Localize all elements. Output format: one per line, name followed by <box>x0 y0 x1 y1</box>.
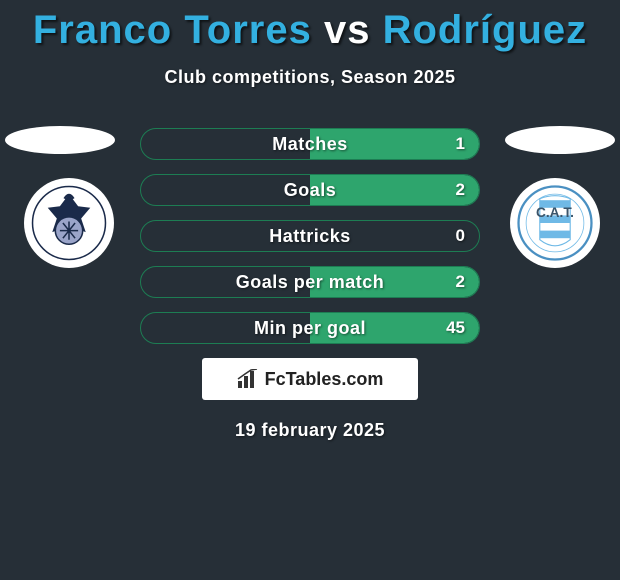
gimnasia-crest-icon <box>31 185 107 261</box>
comparison-panel: C.A.T. 1Matches 2Goals 0Hattricks 2Goals pe… <box>0 128 620 344</box>
title-player1: Franco Torres <box>33 8 312 52</box>
stat-rows: 1Matches 2Goals 0Hattricks 2Goals per match… <box>140 128 480 344</box>
stat-label: Goals <box>141 175 479 205</box>
player2-ellipse <box>505 126 615 154</box>
player2-club-crest: C.A.T. <box>510 178 600 268</box>
branding-badge: FcTables.com <box>202 358 418 400</box>
branding-text: FcTables.com <box>265 369 384 390</box>
stat-row: 1Matches <box>140 128 480 160</box>
stat-row: 2Goals <box>140 174 480 206</box>
title-vs: vs <box>324 8 371 52</box>
subtitle: Club competitions, Season 2025 <box>0 67 620 88</box>
stat-row: 2Goals per match <box>140 266 480 298</box>
title-player2: Rodríguez <box>383 8 588 52</box>
atletico-tucuman-crest-icon: C.A.T. <box>517 185 593 261</box>
stat-label: Hattricks <box>141 221 479 251</box>
date-text: 19 february 2025 <box>0 420 620 441</box>
stat-row: 0Hattricks <box>140 220 480 252</box>
player1-club-crest <box>24 178 114 268</box>
stat-label: Goals per match <box>141 267 479 297</box>
stat-label: Matches <box>141 129 479 159</box>
page-title: Franco Torres vs Rodríguez <box>0 0 620 53</box>
stat-label: Min per goal <box>141 313 479 343</box>
svg-text:C.A.T.: C.A.T. <box>536 205 574 220</box>
bar-chart-icon <box>237 369 259 389</box>
player1-ellipse <box>5 126 115 154</box>
stat-row: 45Min per goal <box>140 312 480 344</box>
